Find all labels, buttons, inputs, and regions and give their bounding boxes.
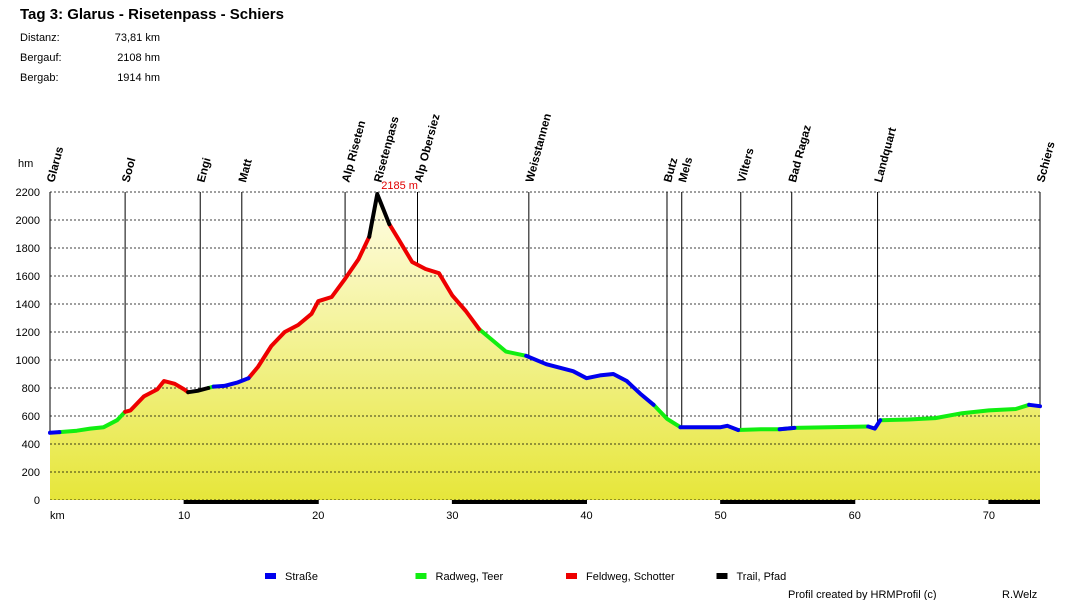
stat-value: 2108 hm [117,52,160,64]
x-tick-label: 30 [446,510,458,522]
y-tick-label: 600 [22,411,40,423]
waypoint-label: Sool [120,157,138,184]
x-tick-label: 20 [312,510,324,522]
waypoint-label: Risetenpass [373,115,402,184]
axis-band-block [988,500,1040,504]
peak-label: 2185 m [381,180,418,192]
waypoint-label: Matt [237,158,255,184]
y-tick-label: 0 [34,495,40,507]
axis-band-block [720,500,855,504]
waypoint-label: Glarus [45,145,66,183]
waypoint-label: Weisstannen [524,112,554,183]
waypoint-label: Vilters [736,147,757,184]
profile-line [48,353,1042,435]
x-tick-label: 70 [983,510,995,522]
x-tick-label: 60 [849,510,861,522]
y-tick-label: 1000 [16,355,40,367]
waypoint-label: Engi [196,157,214,184]
legend-swatch [566,573,577,579]
x-tick-label: 40 [580,510,592,522]
y-tick-label: 400 [22,439,40,451]
y-axis-label: hm [18,158,33,170]
waypoint-label: Alp Riseten [340,120,368,184]
profile-line [123,222,482,414]
y-tick-label: 1800 [16,243,40,255]
axis-band-block [452,500,587,504]
profile-line [57,327,1032,435]
y-tick-label: 200 [22,467,40,479]
stat-value: 1914 hm [117,72,160,84]
y-tick-label: 2200 [16,187,40,199]
y-tick-label: 1400 [16,299,40,311]
legend-label: Straße [285,571,318,583]
footer-credit: Profil created by HRMProfil (c) [788,589,937,600]
legend-label: Radweg, Teer [436,571,504,583]
legend-swatch [415,573,427,579]
stat-label: Bergauf: [20,52,62,64]
x-axis-label: km [50,510,65,522]
waypoint-label: Bad Ragaz [787,124,814,184]
chart-title: Tag 3: Glarus - Risetenpass - Schiers [20,6,284,23]
stat-label: Distanz: [20,32,60,44]
waypoint-label: Alp Obersiez [413,113,443,184]
stat-value: 73,81 km [115,32,160,44]
x-tick-label: 10 [178,510,190,522]
footer-author: R.Welz [1002,589,1037,600]
axis-band-block [184,500,319,504]
waypoint-label: Schiers [1035,141,1057,184]
x-tick-label: 50 [715,510,727,522]
waypoint-label: Landquart [873,126,899,184]
y-tick-label: 800 [22,383,40,395]
legend-label: Trail, Pfad [737,571,787,583]
y-tick-label: 2000 [16,215,40,227]
profile-line [186,192,392,395]
legend-swatch [716,573,728,579]
legend-label: Feldweg, Schotter [586,571,675,583]
legend-swatch [265,573,276,579]
y-tick-label: 1200 [16,327,40,339]
stat-label: Bergab: [20,72,59,84]
y-tick-label: 1600 [16,271,40,283]
profile-area [50,194,1040,500]
